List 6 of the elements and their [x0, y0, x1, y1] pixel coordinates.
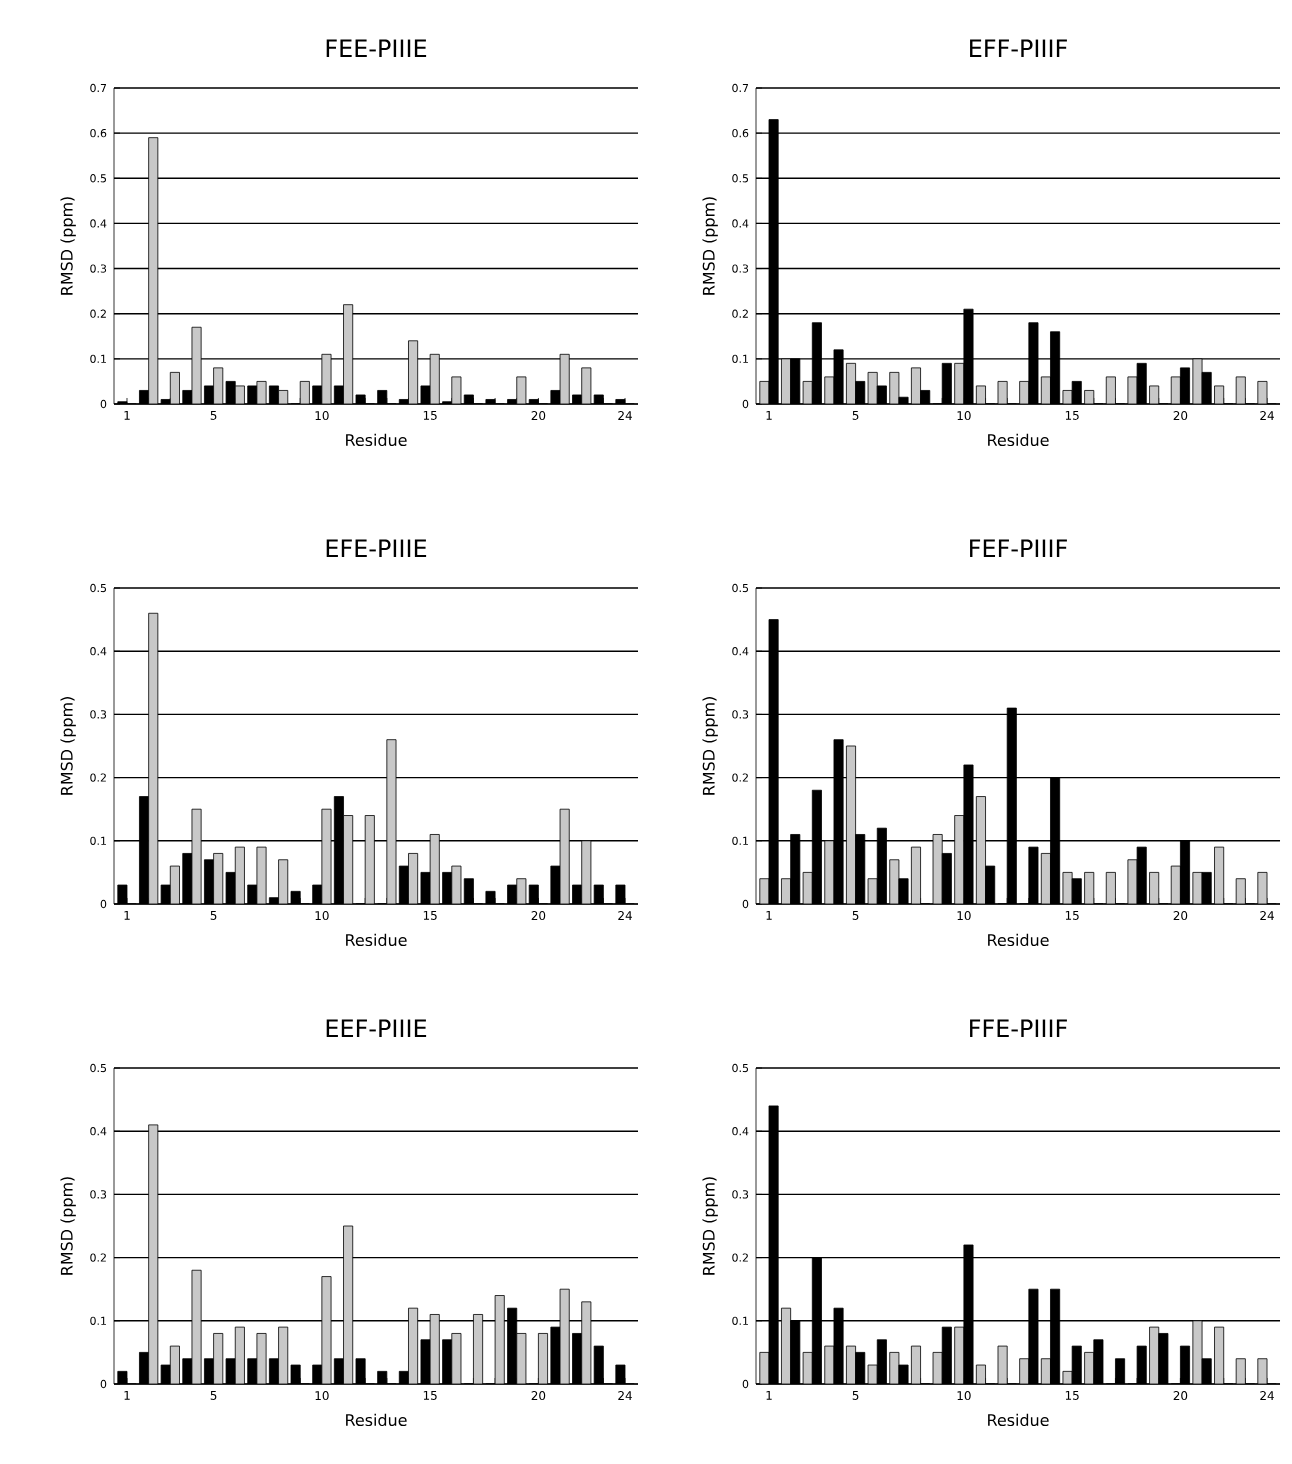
chart-title: FFE-PIIIF: [970, 1019, 1067, 1037]
chart-title: EEF-PIIIE: [326, 1019, 427, 1037]
chart-title: FEF-PIIIF: [970, 539, 1067, 557]
chart-title: EFE-PIIIE: [326, 539, 427, 557]
chart-title: FEE-PIIIE: [326, 39, 427, 58]
chart-title: EFF-PIIIF: [970, 39, 1067, 58]
